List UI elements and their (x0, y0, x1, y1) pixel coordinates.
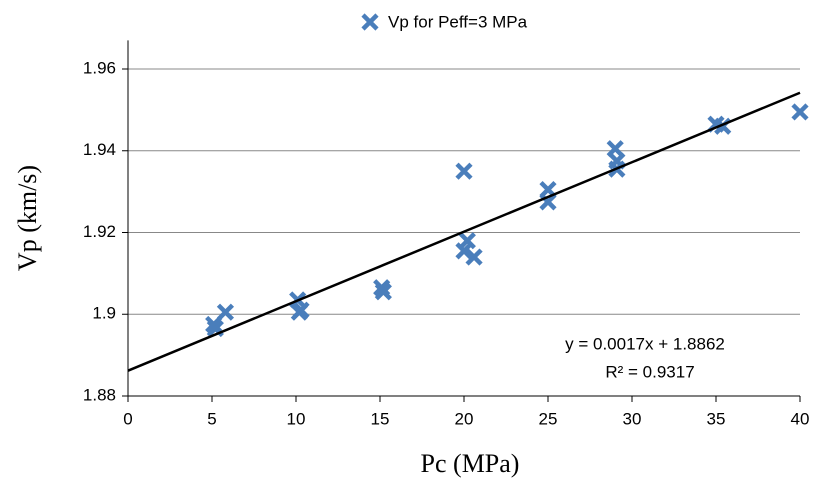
y-tick-label: 1.88 (83, 385, 116, 404)
marker (539, 193, 557, 211)
x-tick-label: 20 (455, 409, 474, 428)
y-tick-label: 1.9 (92, 304, 116, 323)
y-tick-label: 1.96 (83, 58, 116, 77)
x-tick-label: 5 (207, 409, 216, 428)
x-tick-label: 15 (371, 409, 390, 428)
x-tick-label: 0 (123, 409, 132, 428)
x-tick-label: 35 (707, 409, 726, 428)
y-tick-label: 1.94 (83, 140, 116, 159)
marker (465, 248, 483, 266)
x-tick-label: 10 (287, 409, 306, 428)
legend-marker (361, 13, 379, 31)
x-tick-label: 40 (791, 409, 810, 428)
x-tick-label: 30 (623, 409, 642, 428)
trendline-equation: y = 0.0017x + 1.8862 (565, 334, 725, 353)
y-axis-title: Vp (km/s) (13, 165, 42, 271)
marker (455, 162, 473, 180)
marker (455, 242, 473, 260)
y-tick-label: 1.92 (83, 222, 116, 241)
marker (791, 103, 809, 121)
legend-label: Vp for Peff=3 MPa (388, 12, 528, 31)
x-axis-title: Pc (MPa) (421, 449, 520, 478)
marker (292, 301, 310, 319)
x-tick-label: 25 (539, 409, 558, 428)
trendline (127, 91, 801, 372)
marker (216, 303, 235, 321)
trendline-r2: R² = 0.9317 (605, 362, 694, 381)
marker (374, 283, 392, 301)
